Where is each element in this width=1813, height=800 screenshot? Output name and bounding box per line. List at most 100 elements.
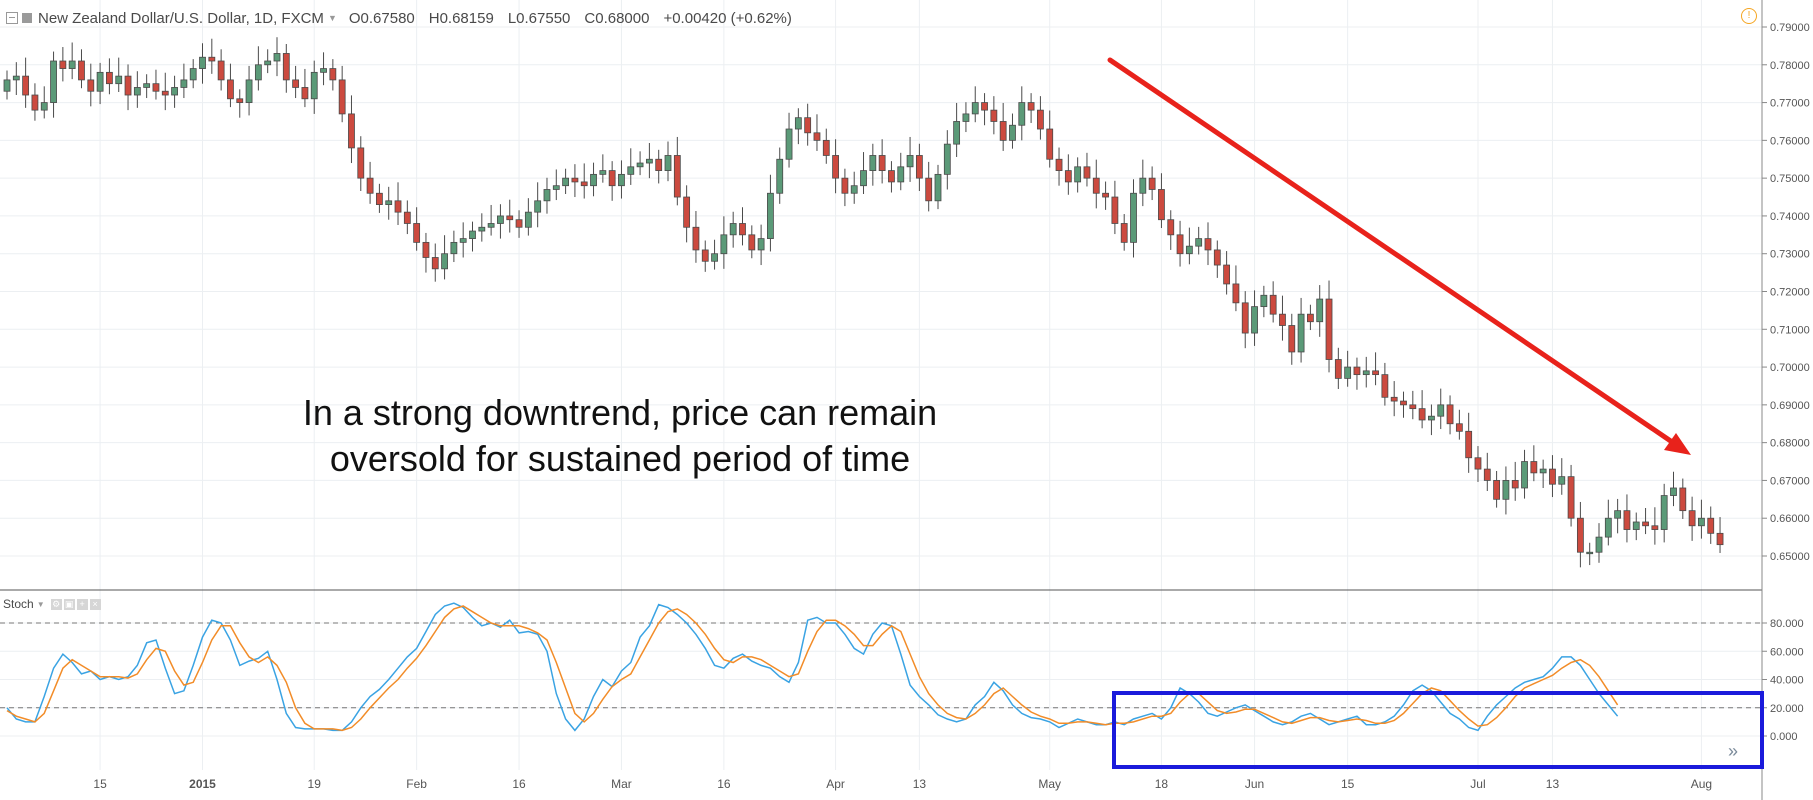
candle <box>1092 159 1100 209</box>
candle <box>422 232 430 273</box>
downtrend-arrow-head <box>1664 433 1691 455</box>
candle <box>1344 350 1352 387</box>
candle <box>1698 499 1705 539</box>
candle <box>59 47 67 82</box>
candle-body-up <box>906 155 914 168</box>
candle-body-down <box>59 60 67 69</box>
candle <box>329 59 337 91</box>
change-value: +0.00420 (+0.62%) <box>663 9 792 27</box>
oversold-highlight-box <box>1112 691 1764 769</box>
candle <box>832 139 839 194</box>
candle <box>1260 285 1268 318</box>
stoch-grid <box>0 590 1762 770</box>
candle-body-down <box>227 79 234 100</box>
candle-body-up <box>3 79 11 92</box>
candle-body-up <box>1251 306 1258 334</box>
candle-body-up <box>1437 404 1445 417</box>
candle <box>106 58 113 95</box>
candle <box>934 164 942 210</box>
candle-body-down <box>1400 400 1407 406</box>
candle <box>590 162 597 197</box>
close-value: C0.68000 <box>584 9 650 27</box>
candle <box>729 211 737 248</box>
candle <box>1325 280 1333 373</box>
chevron-down-icon[interactable]: ▼ <box>36 599 45 609</box>
candle <box>1241 291 1249 349</box>
candle <box>301 68 309 108</box>
stoch-tick-label: 20.000 <box>1770 703 1804 715</box>
time-tick-label: 13 <box>1546 777 1560 791</box>
time-tick-label: Jun <box>1245 777 1264 791</box>
candle-body-down <box>832 155 839 179</box>
candle-body-down <box>1455 423 1463 432</box>
candle <box>1707 506 1715 544</box>
candle-body-up <box>1539 468 1547 474</box>
settings-icon[interactable]: ⚙ <box>50 598 62 610</box>
candle <box>711 239 718 270</box>
candle <box>1316 285 1324 337</box>
time-axis[interactable]: 15 2015 19 Feb 16 Mar 16 Apr 13 May 18 Jun 15 Jul 13 Au… <box>93 777 1712 791</box>
candle-body-down <box>1027 102 1035 111</box>
chevron-down-icon[interactable]: ▼ <box>327 13 337 23</box>
more-icon[interactable]: + <box>76 598 88 610</box>
candle <box>1307 304 1314 331</box>
candle-body-down <box>739 223 746 236</box>
source-icon[interactable]: ▣ <box>63 598 75 610</box>
candle <box>683 185 691 243</box>
candle <box>50 51 57 118</box>
candle <box>1381 362 1389 406</box>
candle-body-up <box>273 53 281 62</box>
candle <box>1130 179 1137 258</box>
candle <box>152 69 160 100</box>
candle <box>1232 265 1240 312</box>
time-tick-label: Apr <box>826 777 845 791</box>
candle <box>1483 452 1491 492</box>
candle-body-down <box>915 155 923 179</box>
candle-body-down <box>1307 313 1314 323</box>
candle-body-down <box>1064 170 1072 183</box>
candle <box>608 161 616 201</box>
time-tick-label: 15 <box>93 777 107 791</box>
annotation-line-1: In a strong downtrend, price can remain <box>302 392 938 433</box>
candle <box>804 103 812 146</box>
candle-body-up <box>12 75 20 81</box>
time-tick-label: May <box>1038 777 1061 791</box>
symbol-title[interactable]: New Zealand Dollar/U.S. Dollar, 1D, FXCM <box>38 9 324 27</box>
candle <box>1353 357 1361 390</box>
candle-body-down <box>515 219 523 228</box>
close-icon[interactable]: × <box>89 598 101 610</box>
candle <box>171 75 178 108</box>
candle-body-up <box>627 166 635 175</box>
candle-body-down <box>1688 510 1696 527</box>
stoch-axis[interactable]: 80.000 60.000 40.000 20.000 0.000 <box>1762 618 1804 743</box>
indicator-label[interactable]: Stoch <box>3 597 34 611</box>
candle <box>1642 508 1649 535</box>
candle-body-up <box>1428 415 1435 421</box>
candle-body-up <box>441 253 448 270</box>
candle <box>22 57 30 108</box>
candle-body-up <box>869 155 877 171</box>
time-tick-label: Feb <box>406 777 427 791</box>
candle <box>441 235 448 280</box>
candle-body-down <box>1511 480 1519 489</box>
collapse-icon[interactable] <box>6 12 18 24</box>
chart-header: New Zealand Dollar/U.S. Dollar, 1D, FXCM… <box>0 8 806 28</box>
candle <box>273 37 281 77</box>
candle-body-down <box>394 200 402 213</box>
candle-body-down <box>1474 457 1482 470</box>
candle <box>292 65 300 99</box>
candle-body-up <box>450 241 458 255</box>
candle <box>310 60 318 114</box>
price-axis[interactable]: 0.79000 0.78000 0.77000 0.76000 0.75000 0.740… <box>1762 22 1810 563</box>
candle-body-down <box>208 56 216 62</box>
price-tick-label: 0.68000 <box>1770 438 1810 450</box>
warning-icon[interactable]: ! <box>1741 8 1757 24</box>
candle-body-down <box>1576 517 1584 553</box>
candle-body-up <box>599 170 607 175</box>
scroll-to-latest-icon[interactable]: » <box>1727 741 1738 761</box>
candle <box>869 143 877 186</box>
candle-body-down <box>1102 192 1109 198</box>
candle <box>264 49 272 74</box>
candle <box>1651 507 1659 545</box>
